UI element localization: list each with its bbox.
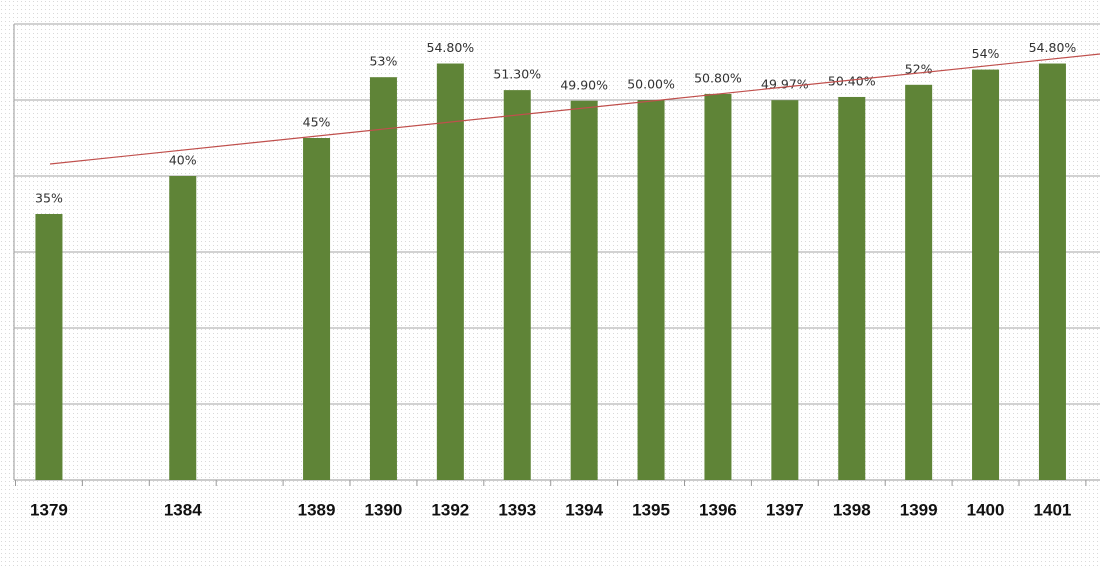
- bar: [570, 100, 598, 480]
- x-tick-label: 1384: [164, 500, 202, 519]
- bar: [1038, 63, 1066, 481]
- x-tick-label: 1379: [30, 500, 68, 519]
- value-label: 54%: [972, 46, 1000, 61]
- bar: [637, 100, 665, 480]
- value-label: 50.80%: [694, 70, 742, 85]
- x-tick-label: 1395: [632, 500, 670, 519]
- value-label: 35%: [35, 191, 63, 206]
- bar: [436, 63, 464, 481]
- value-label: 54.80%: [427, 40, 475, 55]
- value-label: 49.90%: [560, 77, 608, 92]
- bar: [771, 100, 799, 480]
- x-tick-label: 1392: [431, 500, 469, 519]
- plot: 1379 35% 1384 40% 1389 45% 1390 53% 1392 54.80% 13…: [14, 23, 1100, 519]
- bar: [169, 176, 197, 480]
- x-tick-label: 1393: [498, 500, 536, 519]
- value-label: 45%: [303, 115, 331, 130]
- value-label: 51.30%: [493, 67, 541, 82]
- bar: [905, 84, 933, 481]
- x-tick-label: 1398: [833, 500, 871, 519]
- x-tick-label: 1389: [298, 500, 336, 519]
- value-label: 49.97%: [761, 77, 809, 92]
- value-label: 53%: [370, 54, 398, 69]
- x-tick-label: 1401: [1034, 500, 1072, 519]
- trend-line: [49, 53, 1100, 165]
- bar: [503, 90, 531, 481]
- bar: [704, 93, 732, 481]
- x-tick-label: 1396: [699, 500, 737, 519]
- value-label: 54.80%: [1029, 40, 1077, 55]
- value-label: 50.40%: [828, 73, 876, 88]
- x-tick-label: 1397: [766, 500, 804, 519]
- x-tick-label: 1399: [900, 500, 938, 519]
- bar: [35, 214, 63, 480]
- x-tick-label: 1390: [365, 500, 403, 519]
- value-label: 40%: [169, 153, 197, 168]
- bar: [369, 77, 397, 480]
- bar: [303, 138, 331, 480]
- bar: [838, 96, 866, 481]
- x-tick-label: 1394: [565, 500, 603, 519]
- x-tick-label: 1400: [967, 500, 1005, 519]
- value-label: 50.00%: [627, 77, 675, 92]
- bar: [972, 69, 1000, 480]
